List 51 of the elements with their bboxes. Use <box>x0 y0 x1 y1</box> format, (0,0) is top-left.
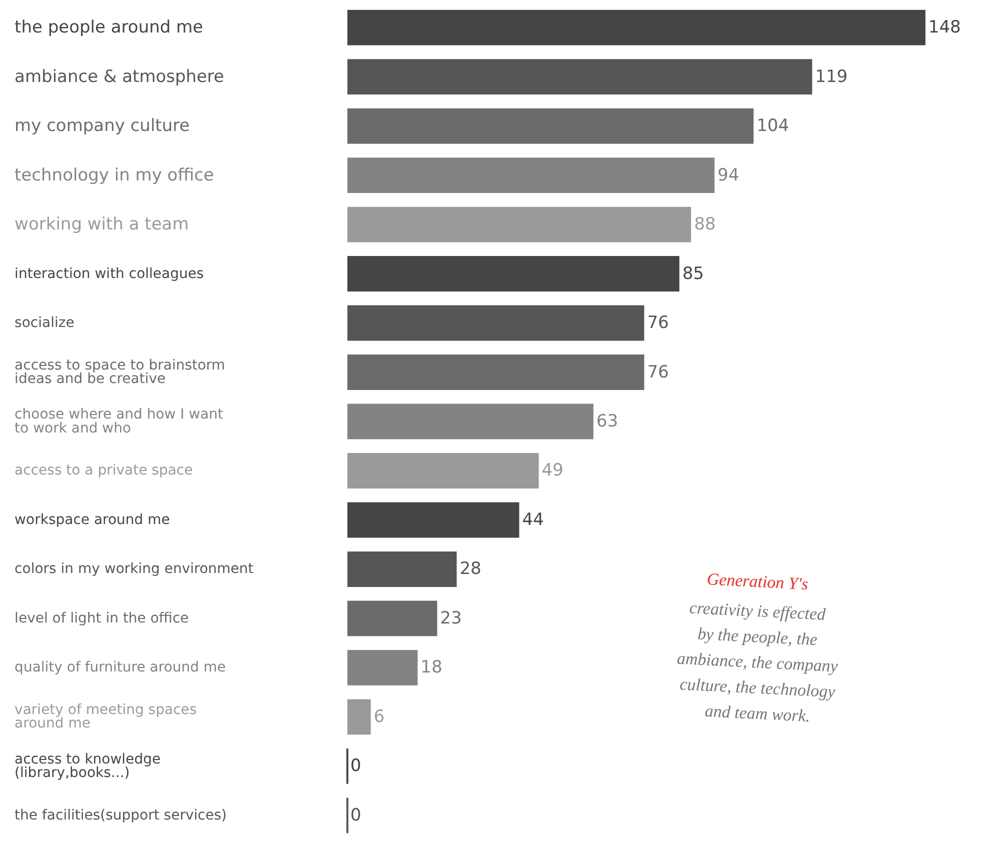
data-label: 6 <box>374 706 385 727</box>
bar <box>347 305 644 341</box>
bar <box>347 502 520 538</box>
y-tick-label: choose where and how I want to work and who <box>14 406 224 436</box>
bar <box>347 10 926 46</box>
data-label: 18 <box>420 658 442 678</box>
y-tick-label: socialize <box>14 315 74 332</box>
data-label: 0 <box>350 805 362 826</box>
data-label: 104 <box>756 116 790 136</box>
data-label: 94 <box>718 165 740 186</box>
y-tick-label: interaction with colleagues <box>14 266 204 282</box>
data-label: 88 <box>694 214 716 235</box>
bar <box>347 256 680 292</box>
y-tick-label: working with a team <box>14 214 189 235</box>
y-tick-label: level of light in the office <box>14 610 189 626</box>
data-label: 119 <box>815 66 848 87</box>
y-tick-label: access to space to brainstorm ideas and be creative <box>14 357 226 388</box>
y-tick-label: my company culture <box>14 116 190 136</box>
y-tick-label: workspace around me <box>14 512 170 528</box>
y-tick-label: access to a private space <box>14 462 193 479</box>
bar <box>347 59 812 95</box>
data-label: 28 <box>460 559 482 580</box>
y-tick-label: technology in my office <box>14 165 214 186</box>
bar <box>347 699 371 735</box>
data-label: 76 <box>647 362 669 382</box>
y-tick-label: access to knowledge (library,books...) <box>14 751 161 781</box>
bar <box>347 354 644 390</box>
data-label: 148 <box>928 18 961 38</box>
y-tick-label: the facilities(support services) <box>14 807 227 824</box>
bar <box>347 158 715 194</box>
y-tick-label: the people around me <box>14 18 204 38</box>
data-label: 76 <box>647 313 669 334</box>
data-label: 49 <box>542 460 564 481</box>
data-label: 0 <box>350 756 362 776</box>
bar <box>347 206 692 242</box>
y-tick-label: variety of meeting spaces around me <box>14 702 197 732</box>
data-label: 85 <box>682 264 704 284</box>
bar <box>347 650 418 686</box>
data-label: 44 <box>522 510 544 530</box>
bar <box>347 404 594 440</box>
y-tick-label: quality of furniture around me <box>14 660 226 676</box>
annotation: Generation Y's <box>706 570 809 594</box>
y-tick-label: ambiance & atmosphere <box>14 66 224 87</box>
bar <box>347 108 754 144</box>
bar <box>347 551 457 587</box>
bar <box>347 600 438 636</box>
data-label: 63 <box>596 412 618 432</box>
data-label: 23 <box>440 608 462 628</box>
bar <box>347 453 539 488</box>
y-tick-label: colors in my working environment <box>14 561 254 578</box>
annotation: creativity is effected by the people, the ambiance, the company culture, the technology and team work. <box>676 598 839 726</box>
